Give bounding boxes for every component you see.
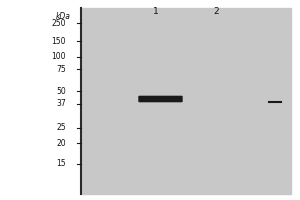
Text: 150: 150 <box>52 36 66 46</box>
FancyBboxPatch shape <box>138 96 183 102</box>
Text: 25: 25 <box>56 123 66 132</box>
Text: 50: 50 <box>56 87 66 96</box>
Text: 20: 20 <box>56 138 66 147</box>
Text: 2: 2 <box>213 7 219 17</box>
Text: 75: 75 <box>56 64 66 73</box>
Text: 15: 15 <box>56 160 66 168</box>
Text: 1: 1 <box>153 7 159 17</box>
Text: 250: 250 <box>52 19 66 27</box>
Text: 37: 37 <box>56 99 66 108</box>
Text: kDa: kDa <box>56 12 70 21</box>
Bar <box>81 8 291 194</box>
Text: 100: 100 <box>52 52 66 61</box>
